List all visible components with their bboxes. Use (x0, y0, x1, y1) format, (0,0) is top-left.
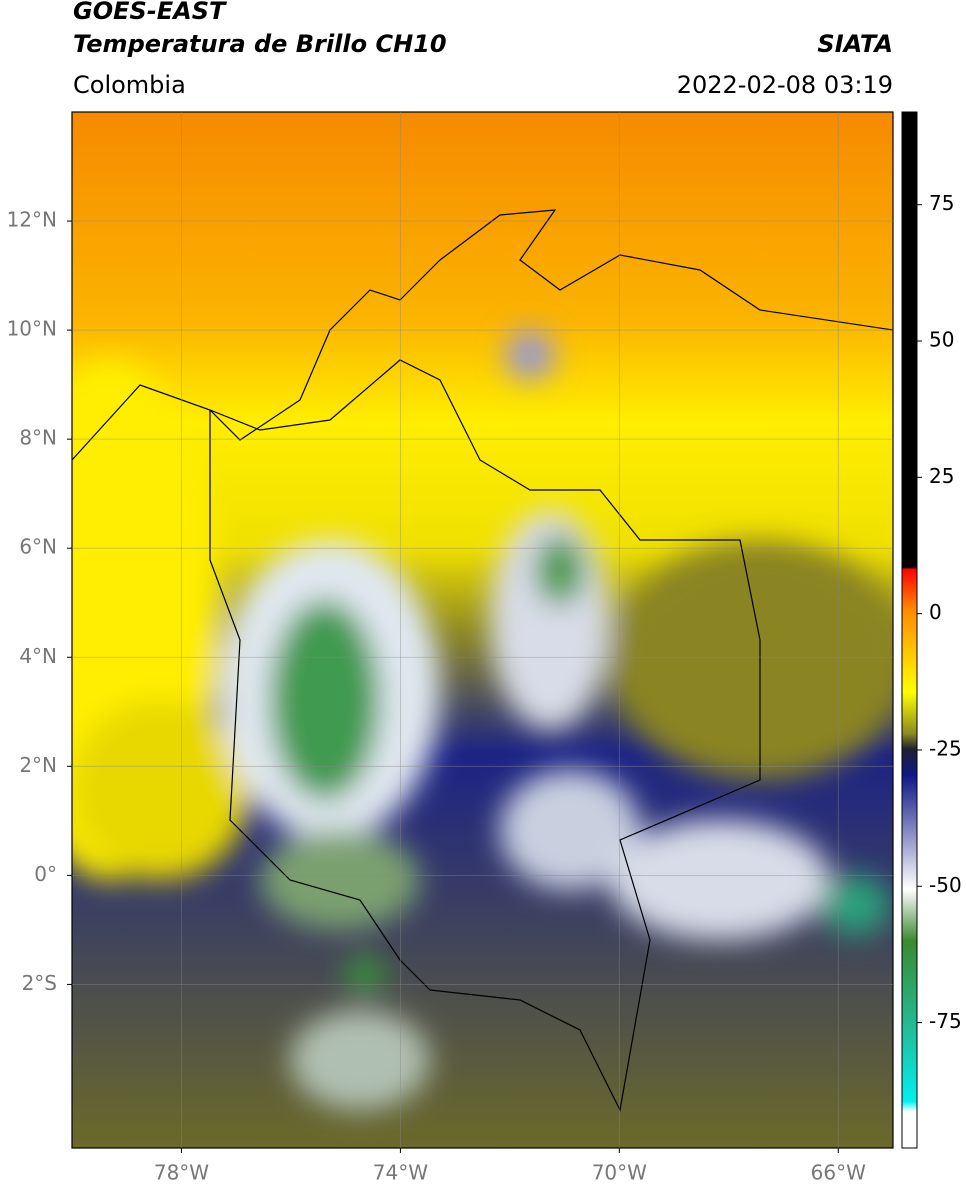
y-tick-label: 2°S (22, 971, 57, 995)
y-tick-label: 12°N (7, 208, 57, 232)
region: Colombia (73, 71, 186, 99)
colorbar-tick-label: -50 (929, 873, 962, 897)
y-tick-label: 6°N (19, 535, 57, 559)
x-tick-label: 78°W (154, 1161, 209, 1185)
datetime: 2022-02-08 03:19 (677, 71, 893, 99)
colorbar (901, 111, 918, 1149)
x-tick-label: 66°W (811, 1161, 866, 1185)
y-tick-label: 0° (34, 862, 57, 886)
colorbar-tick-label: 25 (929, 464, 954, 488)
subtitle: Temperatura de Brillo CH10 (73, 30, 447, 58)
y-tick-label: 2°N (19, 753, 57, 777)
x-tick-label: 70°W (592, 1161, 647, 1185)
colorbar-tick-label: -25 (929, 736, 962, 760)
x-tick-label: 74°W (373, 1161, 428, 1185)
colorbar-tick-label: 0 (929, 600, 942, 624)
y-tick-label: 8°N (19, 426, 57, 450)
satellite-image (72, 112, 893, 1148)
source: SIATA (817, 30, 893, 58)
title: GOES-EAST (73, 0, 227, 25)
colorbar-tick-label: -75 (929, 1009, 962, 1033)
colorbar-tick-label: 75 (929, 191, 954, 215)
y-tick-label: 4°N (19, 644, 57, 668)
colorbar-tick-label: 50 (929, 328, 954, 352)
y-tick-label: 10°N (7, 317, 57, 341)
map-frame (71, 111, 894, 1149)
